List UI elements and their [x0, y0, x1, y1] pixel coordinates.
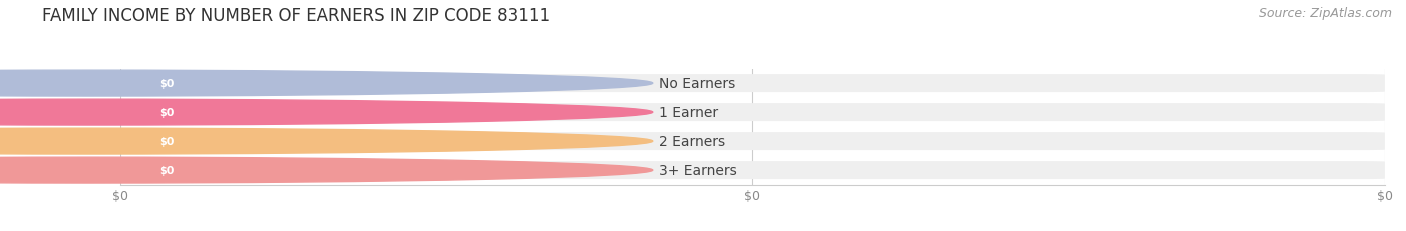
FancyBboxPatch shape [120, 76, 215, 92]
Circle shape [0, 100, 652, 125]
Text: $0: $0 [159, 165, 174, 175]
Circle shape [0, 71, 652, 97]
Circle shape [0, 158, 652, 183]
FancyBboxPatch shape [120, 104, 1385, 122]
Text: 3+ Earners: 3+ Earners [659, 163, 737, 177]
FancyBboxPatch shape [120, 134, 215, 150]
FancyBboxPatch shape [120, 104, 215, 121]
Text: FAMILY INCOME BY NUMBER OF EARNERS IN ZIP CODE 83111: FAMILY INCOME BY NUMBER OF EARNERS IN ZI… [42, 7, 550, 25]
Text: 2 Earners: 2 Earners [659, 134, 725, 149]
Circle shape [0, 129, 652, 154]
FancyBboxPatch shape [120, 161, 1385, 179]
FancyBboxPatch shape [120, 133, 1385, 150]
FancyBboxPatch shape [120, 162, 215, 178]
Text: $0: $0 [159, 79, 174, 89]
Text: 1 Earner: 1 Earner [659, 106, 718, 120]
FancyBboxPatch shape [120, 75, 1385, 93]
Text: No Earners: No Earners [659, 77, 735, 91]
Text: $0: $0 [159, 108, 174, 118]
Text: Source: ZipAtlas.com: Source: ZipAtlas.com [1258, 7, 1392, 20]
Text: $0: $0 [159, 137, 174, 146]
